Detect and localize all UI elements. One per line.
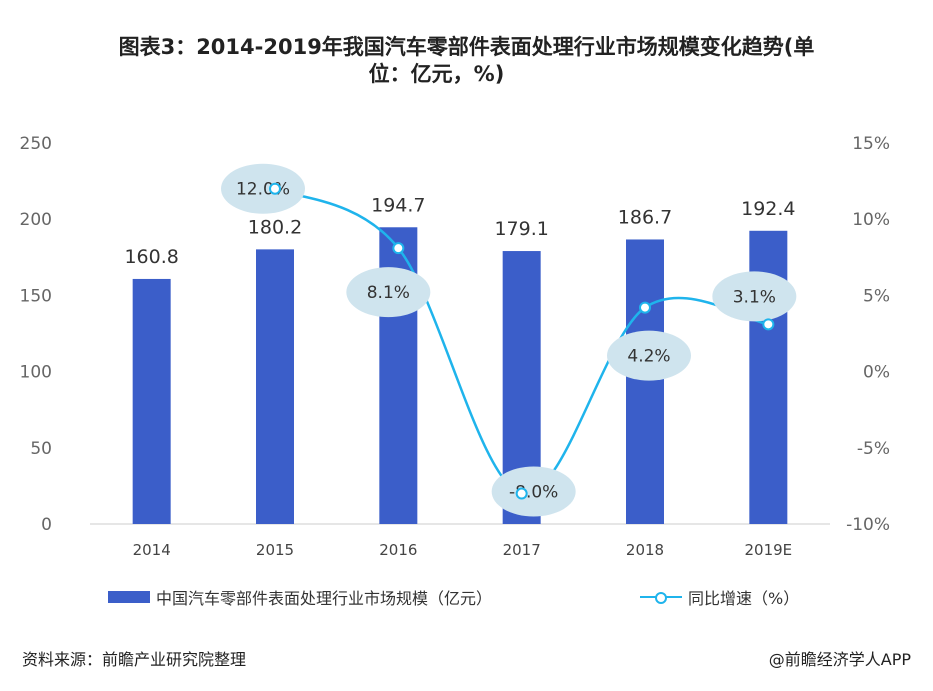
x-tick-label: 2016 xyxy=(379,541,417,559)
growth-value-label: 4.2% xyxy=(627,347,670,367)
legend-bar-label: 中国汽车零部件表面处理行业市场规模（亿元） xyxy=(156,589,493,608)
brand-credit: @前瞻经济学人APP xyxy=(768,650,911,669)
growth-value-label: 12.0% xyxy=(236,180,290,200)
y-right-tick-label: 5% xyxy=(863,286,890,306)
growth-value-label: 3.1% xyxy=(733,287,776,307)
x-tick-label: 2018 xyxy=(626,541,664,559)
y-right-tick-label: 0% xyxy=(863,363,890,383)
bar-value-label: 194.7 xyxy=(371,194,425,216)
growth-bubble xyxy=(607,330,691,381)
growth-bubble xyxy=(346,267,431,318)
bar xyxy=(132,278,171,524)
growth-point xyxy=(515,487,528,500)
source-note: 资料来源：前瞻产业研究院整理 xyxy=(22,650,247,669)
chart-title-line2: 位：亿元，%) xyxy=(368,62,505,86)
y-left-tick-label: 0 xyxy=(41,515,52,535)
x-tick-label: 2019E xyxy=(745,541,793,559)
legend-item-bar: 中国汽车零部件表面处理行业市场规模（亿元） xyxy=(108,585,492,609)
chart-legend: 中国汽车零部件表面处理行业市场规模（亿元） 同比增速（%） xyxy=(0,585,933,609)
y-right-tick-label: 15% xyxy=(852,134,890,154)
y-left-tick-label: 200 xyxy=(20,210,52,230)
x-tick-label: 2017 xyxy=(503,541,541,559)
y-left-tick-label: 150 xyxy=(20,286,52,306)
legend-line-label: 同比增速（%） xyxy=(688,589,800,608)
growth-bubble xyxy=(491,466,576,517)
bar-value-label: 179.1 xyxy=(494,218,548,240)
legend-item-line: 同比增速（%） xyxy=(640,585,799,609)
legend-line-swatch xyxy=(640,591,682,604)
y-left-tick-label: 250 xyxy=(20,134,52,154)
chart-title-line1: 图表3：2014-2019年我国汽车零部件表面处理行业市场规模变化趋势(单 xyxy=(118,35,815,59)
legend-bar-swatch xyxy=(108,591,150,603)
growth-bubble xyxy=(712,271,797,322)
bar-value-label: 160.8 xyxy=(124,246,178,268)
growth-point xyxy=(269,182,281,195)
y-right-tick-label: -5% xyxy=(857,439,890,459)
chart-title: 图表3：2014-2019年我国汽车零部件表面处理行业市场规模变化趋势(单 位：… xyxy=(0,34,933,88)
growth-point xyxy=(392,242,405,255)
growth-point xyxy=(762,318,775,331)
bar-value-label: 192.4 xyxy=(741,198,795,220)
y-right-tick-label: -10% xyxy=(846,515,890,535)
bar xyxy=(256,249,294,525)
x-tick-label: 2014 xyxy=(133,541,171,559)
x-tick-label: 2015 xyxy=(256,541,294,559)
y-left-tick-label: 100 xyxy=(20,363,52,383)
bar-value-label: 180.2 xyxy=(248,216,302,238)
growth-point xyxy=(639,301,651,314)
bar xyxy=(626,239,664,525)
y-left-tick-label: 50 xyxy=(30,439,52,459)
growth-bubble xyxy=(221,163,305,214)
y-right-tick-label: 10% xyxy=(852,210,890,230)
growth-value-label: 8.1% xyxy=(367,283,410,303)
bar-value-label: 186.7 xyxy=(618,206,672,228)
